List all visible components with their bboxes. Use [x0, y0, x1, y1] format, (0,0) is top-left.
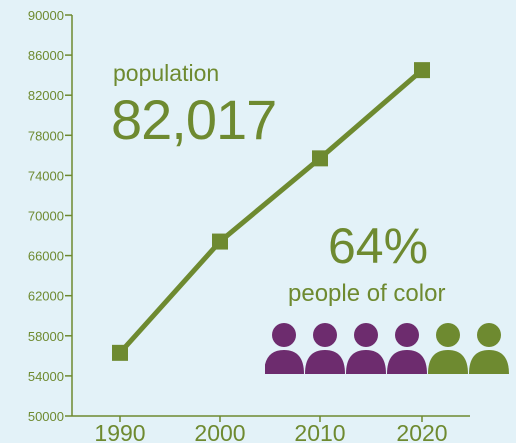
- person-icon-highlighted: [387, 323, 427, 374]
- y-tick-label: 62000: [28, 289, 64, 304]
- y-tick-label: 66000: [28, 249, 64, 264]
- percent-value: 64%: [328, 218, 429, 274]
- y-tick-label: 86000: [28, 48, 64, 63]
- data-point-marker: [212, 233, 228, 250]
- x-tick-label: 1990: [94, 420, 145, 443]
- y-tick-label: 58000: [28, 329, 64, 344]
- y-axis: 50000 54000 58000 62000 66000 70000 74000 78000…: [28, 8, 73, 424]
- person-icon: [469, 323, 509, 374]
- data-point-marker: [414, 62, 430, 79]
- y-tick-label: 78000: [28, 128, 64, 143]
- series-line: [118, 68, 424, 355]
- person-icon-highlighted: [346, 323, 386, 374]
- person-icon: [428, 323, 468, 374]
- data-point-marker: [112, 344, 128, 361]
- y-tick-label: 70000: [28, 209, 64, 224]
- people-icon-row: [265, 323, 509, 374]
- y-tick-label: 54000: [28, 369, 64, 384]
- y-tick-label: 82000: [28, 88, 64, 103]
- person-icon-highlighted: [265, 323, 304, 374]
- x-tick-label: 2010: [294, 420, 345, 443]
- x-axis: 1990 2000 2010 2020: [72, 415, 470, 443]
- population-value: 82,017: [111, 88, 277, 151]
- data-series: [112, 62, 430, 361]
- y-tick-label: 90000: [28, 8, 64, 23]
- y-tick-label: 50000: [28, 409, 64, 424]
- y-tick-label: 74000: [28, 168, 64, 183]
- person-icon-highlighted: [305, 323, 345, 374]
- population-label: population: [113, 60, 220, 86]
- x-tick-label: 2000: [194, 420, 245, 443]
- data-point-marker: [312, 150, 328, 167]
- x-tick-label: 2020: [396, 420, 447, 443]
- percent-label: people of color: [288, 280, 446, 307]
